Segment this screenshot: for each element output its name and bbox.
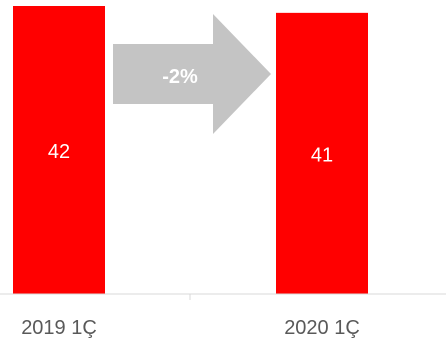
change-arrow: -2% <box>113 14 271 134</box>
change-arrow-label: -2% <box>162 66 198 88</box>
bar-1 <box>13 6 105 294</box>
bars-group: 42 41 <box>13 6 368 294</box>
bar-value-label-1: 42 <box>48 141 70 163</box>
x-tick-label-2: 2020 1Ç <box>284 317 360 339</box>
x-tick-label-1: 2019 1Ç <box>21 317 97 339</box>
bar-2 <box>276 12 368 294</box>
x-tick-labels: 2019 1Ç 2020 1Ç <box>21 317 360 339</box>
change-arrow-shape <box>113 14 271 134</box>
bar-value-label-2: 41 <box>311 144 333 166</box>
